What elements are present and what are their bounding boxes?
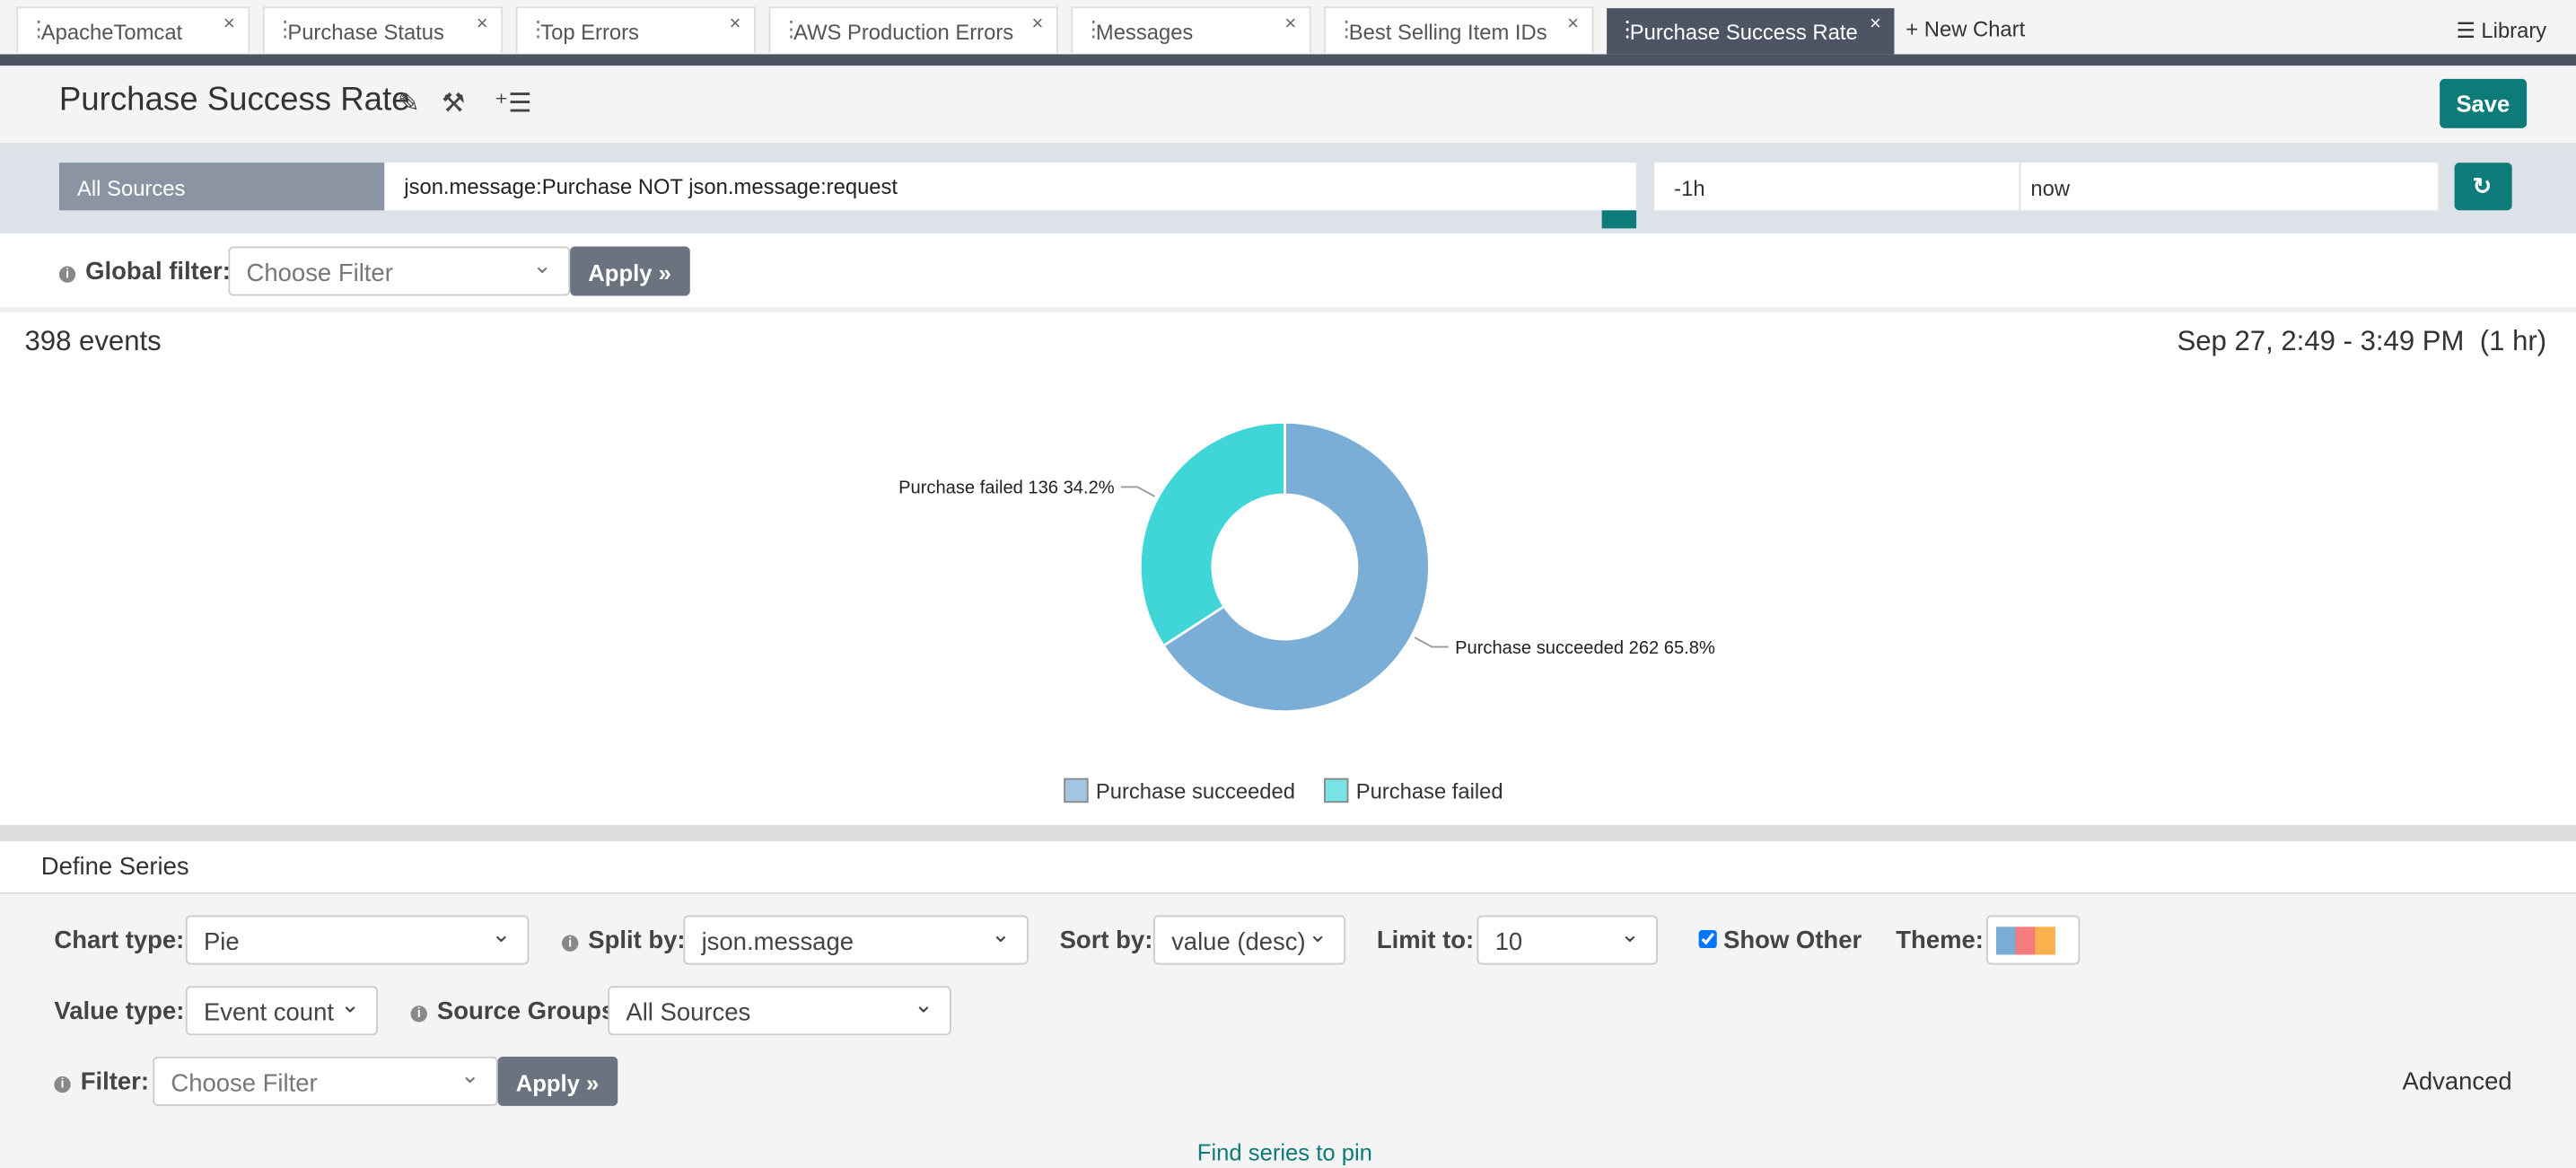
header-icons[interactable]: ✎ ⚒ ⁺☰ [397,90,532,119]
advanced-link[interactable]: Advanced [2402,1067,2512,1096]
checkbox[interactable] [1698,930,1717,949]
value-type-select[interactable]: Event count [185,986,378,1036]
library-text: Library [2481,18,2547,43]
header [0,66,2576,145]
save-button[interactable]: Save [2440,78,2527,128]
pie-chart: Purchase succeeded 262 65.8% Purchase fai… [898,421,1715,804]
tab[interactable]: ⋮ × Purchase Success Rate [1607,8,1895,55]
series-header [0,841,2576,894]
leader-line [1120,486,1156,497]
theme-label: Theme: [1896,926,1984,955]
limit-label: Limit to: [1376,926,1475,955]
pie-slice [1138,421,1286,648]
source-groups-label: i Source Groups [410,997,616,1026]
source-select[interactable]: All Sources [58,162,385,211]
chart-title: Purchase Success Rate [58,82,410,119]
library[interactable]: ☰ Library [2456,18,2547,43]
theme-select[interactable] [1985,915,2081,965]
label-text: Split by: [588,926,686,955]
tab-label: ApacheTomcat [40,19,183,45]
tab-label: Messages [1095,19,1194,45]
query-input[interactable]: json.message:Purchase NOT json.message:r… [384,162,1637,211]
event-count: 398 events [24,325,162,357]
filter-select[interactable]: Choose Filter [153,1056,498,1106]
chart-type-select[interactable]: Pie [185,915,530,965]
new-chart-text: New Chart [1923,16,2026,41]
show-other[interactable]: Show Other [1698,926,1862,955]
tab[interactable]: ⋮ × Best Selling Item IDs [1324,6,1594,53]
data-label: Purchase succeeded 262 65.8% [1455,638,1715,658]
legend-swatch [1324,777,1349,804]
label-text: Source Groups [436,997,616,1026]
legend-label: Purchase failed [1356,780,1503,804]
series-panel [0,841,2576,1168]
tab[interactable]: ⋮ × Messages [1071,6,1311,53]
legend-label: Purchase succeeded [1096,780,1295,804]
sort-by-select[interactable]: value (desc) [1152,915,1346,965]
label-text: Global filter: [85,258,231,286]
new-chart[interactable]: + New Chart [1906,16,2026,41]
define-series: Define Series [40,852,189,882]
apply-text: Apply [588,259,653,286]
label-text: Filter: [80,1067,149,1096]
time-to[interactable]: now [2019,162,2439,211]
tab-label: Purchase Success Rate [1629,19,1858,45]
expand-toggle[interactable] [1601,210,1637,229]
limit-select[interactable]: 10 [1476,915,1658,965]
leader-line [1414,637,1449,648]
global-filter-label: i Global filter: [58,258,231,286]
refresh[interactable]: ↻ [2454,162,2512,211]
filter-apply[interactable]: Apply » [497,1056,618,1106]
tab[interactable]: ⋮ × Purchase Status [262,6,504,53]
global-filter-select[interactable]: Choose Filter [228,246,571,296]
tab-label: Top Errors [540,19,639,45]
chart-type-label: Chart type: [54,926,185,955]
tab[interactable]: ⋮ × AWS Production Errors [768,6,1058,53]
tab-label: Purchase Status [287,19,444,45]
legend-swatch [1064,777,1089,804]
divider [0,307,2576,312]
tab[interactable]: ⋮ × Top Errors [515,6,756,53]
split-by-select[interactable]: json.message [683,915,1029,965]
time-from[interactable]: -1h [1654,162,2020,211]
tab-stripe [0,54,2576,66]
tab-label: AWS Production Errors [793,19,1014,45]
find-series-link[interactable]: Find series to pin [1196,1138,1372,1165]
value-type-label: Value type: [54,997,185,1026]
source-groups-select[interactable]: All Sources [608,986,951,1036]
filter-label: i Filter: [54,1068,149,1096]
pie-slice [1161,421,1431,713]
data-label: Purchase failed 136 34.2% [898,479,1115,498]
theme-swatch [1995,926,2055,955]
apply-text: Apply [515,1069,580,1096]
time-range: Sep 27, 2:49 - 3:49 PM (1 hr) [2177,325,2547,357]
sort-by-label: Sort by: [1059,926,1153,955]
tab-label: Best Selling Item IDs [1348,19,1547,45]
split-by-label: i Split by: [561,926,686,955]
splitter[interactable] [0,824,2576,842]
label-text: Show Other [1723,926,1862,955]
tab[interactable]: ⋮ × ApacheTomcat [16,6,250,53]
global-apply[interactable]: Apply » [570,246,689,296]
